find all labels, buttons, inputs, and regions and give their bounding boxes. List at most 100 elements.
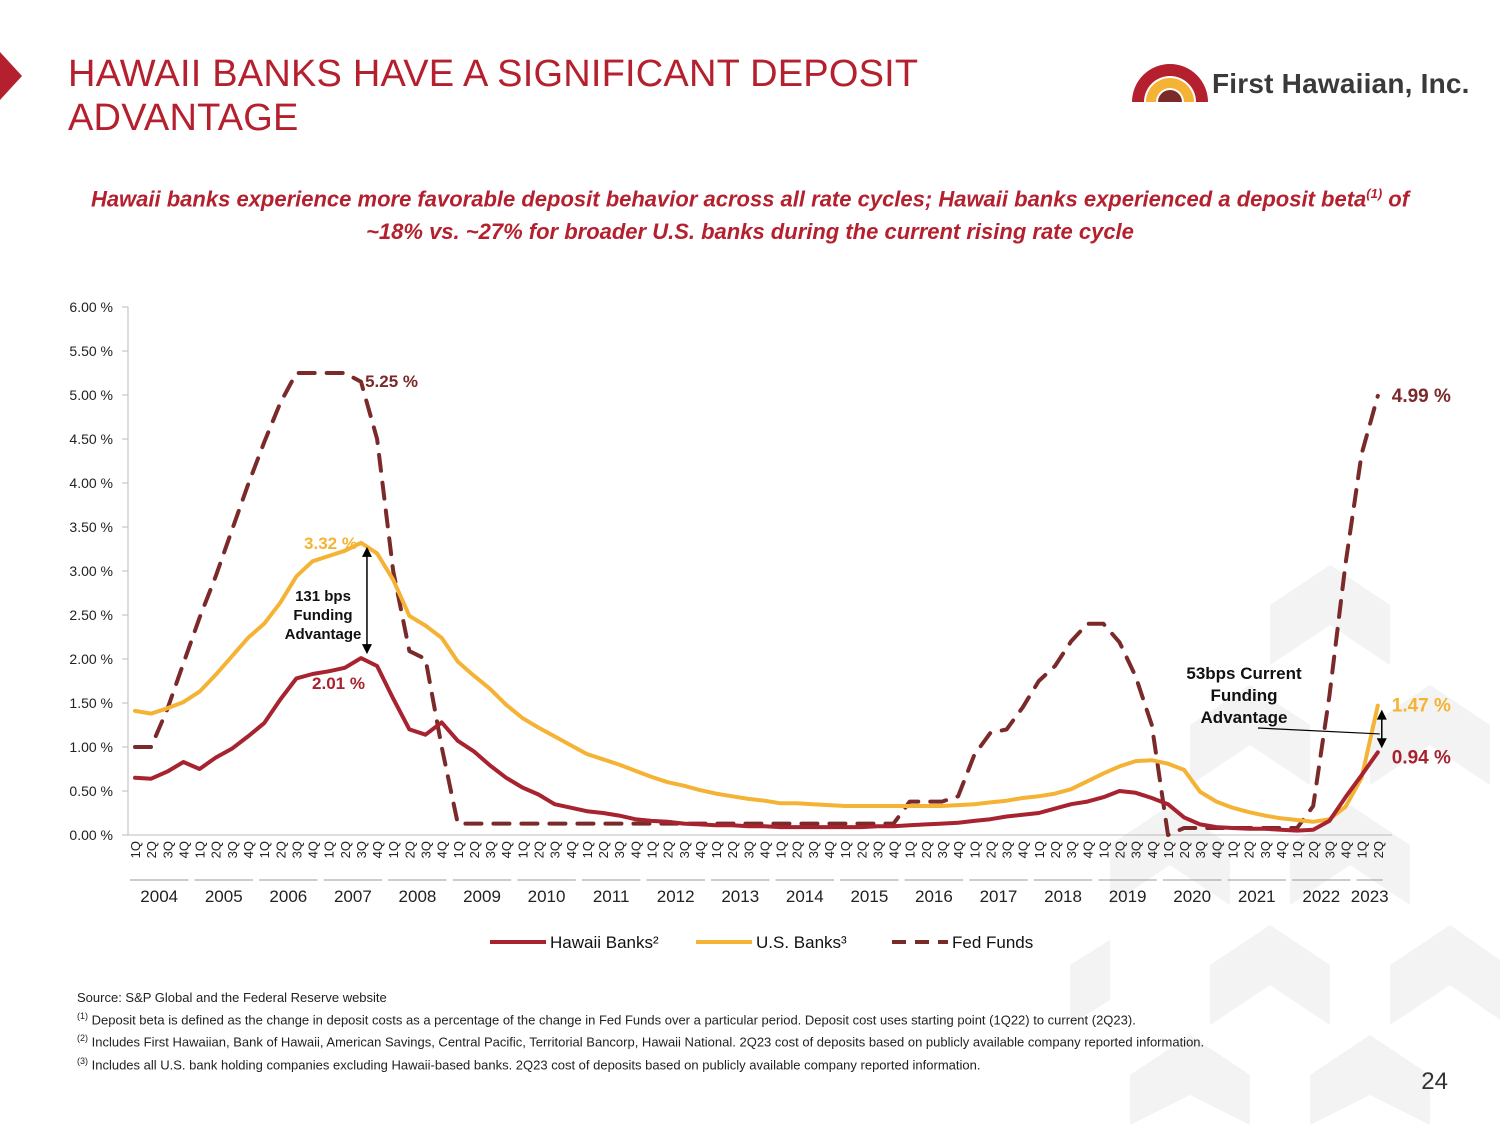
x-quarter-label: 2Q (1306, 841, 1321, 858)
x-quarter-label: 1Q (774, 841, 789, 858)
annotation-current-text: Funding (1210, 686, 1277, 705)
x-quarter-label: 3Q (677, 841, 692, 858)
y-tick-label: 1.50 % (69, 695, 113, 711)
deposit-cost-chart: 0.00 % 0.50 % 1.00 % 1.50 % 2.00 % 2.50 % 3.00… (69, 299, 1451, 952)
x-quarter-label: 4Q (1145, 841, 1160, 858)
footnote-3: (3) Includes all U.S. bank holding compa… (77, 1052, 1347, 1074)
annotation-current-leader (1257, 727, 1380, 735)
x-quarter-label: 2Q (1048, 841, 1063, 858)
x-year-label: 2008 (399, 887, 437, 906)
x-year-label: 2022 (1302, 887, 1340, 906)
logo-text: First Hawaiian, Inc. (1212, 68, 1470, 99)
x-quarter-label: 2Q (1113, 841, 1128, 858)
x-quarter-label: 4Q (1209, 841, 1224, 858)
subtitle-part2: of ~18% vs. ~27% for broader U.S. banks … (366, 186, 1410, 245)
x-quarter-label: 1Q (838, 841, 853, 858)
x-year-label: 2021 (1238, 887, 1276, 906)
x-quarter-label: 4Q (499, 841, 514, 858)
x-quarter-label: 4Q (1274, 841, 1289, 858)
x-quarter-label: 1Q (1226, 841, 1241, 858)
footnote-3-text: Includes all U.S. bank holding companies… (88, 1056, 981, 1072)
legend-label: Fed Funds (952, 933, 1033, 952)
peak-label-hawaii: 2.01 % (312, 674, 365, 693)
x-year-label: 2004 (140, 887, 178, 906)
y-tick-label: 3.50 % (69, 519, 113, 535)
x-quarter-label: 1Q (1161, 841, 1176, 858)
x-year-label: 2009 (463, 887, 501, 906)
x-quarter-label: 4Q (241, 841, 256, 858)
end-label-fed: 4.99 % (1392, 386, 1451, 407)
x-quarter-label: 2Q (209, 841, 224, 858)
footnote-2: (2) Includes First Hawaiian, Bank of Haw… (77, 1029, 1347, 1051)
x-quarter-label: 1Q (193, 841, 208, 858)
series-line-hawaii-banks (133, 656, 1380, 833)
x-quarter-label: 3Q (419, 841, 434, 858)
x-quarter-label: 2Q (532, 841, 547, 858)
x-quarter-label: 4Q (370, 841, 385, 858)
x-quarter-label: 2Q (467, 841, 482, 858)
annotation-current-text: 53bps Current (1186, 664, 1302, 683)
footnote-1-text: Deposit beta is defined as the change in… (88, 1012, 1136, 1028)
x-quarter-label: 3Q (1193, 841, 1208, 858)
x-quarter-label: 3Q (870, 841, 885, 858)
x-year-label: 2006 (269, 887, 307, 906)
x-quarter-label: 3Q (1000, 841, 1015, 858)
x-quarter-label: 2Q (1371, 841, 1386, 858)
x-quarter-label: 2Q (1177, 841, 1192, 858)
end-label-hawaii: 0.94 % (1392, 747, 1451, 768)
x-quarter-label: 3Q (483, 841, 498, 858)
source-note: Source: S&P Global and the Federal Reser… (77, 990, 387, 1005)
peak-gap-arrow-head-top (361, 546, 372, 557)
logo-mark-icon (1132, 64, 1208, 102)
x-quarter-label: 3Q (935, 841, 950, 858)
legend-label: U.S. Banks³ (756, 933, 847, 952)
annotation-peak-text: 131 bps (295, 588, 351, 605)
x-quarter-label: 1Q (1032, 841, 1047, 858)
y-tick-label: 5.00 % (69, 387, 113, 403)
x-quarter-label: 2Q (273, 841, 288, 858)
x-quarter-label: 4Q (887, 841, 902, 858)
x-quarter-label: 1Q (1096, 841, 1111, 858)
x-quarter-label: 2Q (725, 841, 740, 858)
x-year-label: 2018 (1044, 887, 1082, 906)
legend-label: Hawaii Banks² (550, 933, 659, 952)
x-quarter-label: 1Q (1290, 841, 1305, 858)
x-quarter-label: 3Q (225, 841, 240, 858)
y-tick-label: 6.00 % (69, 299, 113, 315)
x-quarter-label: 4Q (693, 841, 708, 858)
x-quarter-label: 4Q (1339, 841, 1354, 858)
x-year-label: 2013 (721, 887, 759, 906)
x-quarter-label: 3Q (289, 841, 304, 858)
x-quarter-label: 2Q (338, 841, 353, 858)
x-quarter-label: 2Q (790, 841, 805, 858)
x-year-label: 2007 (334, 887, 372, 906)
x-quarter-label: 4Q (306, 841, 321, 858)
x-quarter-label: 1Q (515, 841, 530, 858)
x-quarter-label: 3Q (741, 841, 756, 858)
x-quarter-label: 3Q (612, 841, 627, 858)
x-year-label: 2010 (528, 887, 566, 906)
x-quarter-label: 2Q (402, 841, 417, 858)
x-quarter-label: 3Q (1129, 841, 1144, 858)
x-quarter-label: 1Q (709, 841, 724, 858)
x-quarter-label: 1Q (386, 841, 401, 858)
corner-accent (0, 52, 22, 100)
y-tick-label: 5.50 % (69, 343, 113, 359)
x-quarter-label: 2Q (919, 841, 934, 858)
x-quarter-label: 3Q (548, 841, 563, 858)
x-quarter-label: 3Q (1258, 841, 1273, 858)
footnote-2-text: Includes First Hawaiian, Bank of Hawaii,… (88, 1034, 1205, 1050)
x-quarter-label: 1Q (644, 841, 659, 858)
x-quarter-label: 1Q (580, 841, 595, 858)
x-quarter-label: 1Q (451, 841, 466, 858)
x-quarter-label: 4Q (564, 841, 579, 858)
subtitle-part1: Hawaii banks experience more favorable d… (90, 186, 1367, 212)
end-label-us: 1.47 % (1392, 696, 1451, 717)
annotation-peak-text: Funding (293, 607, 352, 624)
x-year-label: 2016 (915, 887, 953, 906)
x-quarter-label: 2Q (144, 841, 159, 858)
series-line-us-banks (133, 540, 1380, 824)
x-quarter-label: 4Q (176, 841, 191, 858)
peak-label-fed: 5.25 % (365, 372, 418, 391)
x-quarter-label: 1Q (1355, 841, 1370, 858)
